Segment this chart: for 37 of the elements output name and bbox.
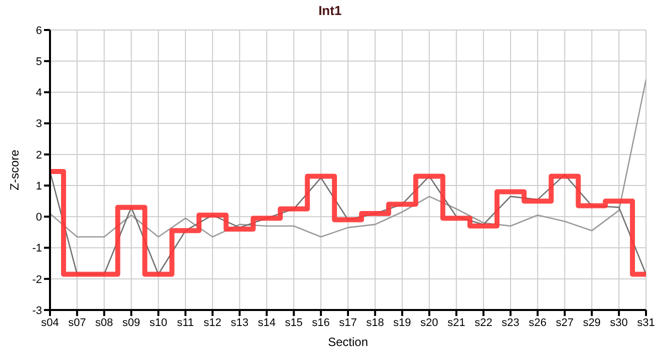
- y-tick-label: 3: [36, 118, 42, 130]
- x-axis-title: Section: [328, 335, 368, 349]
- y-tick-label: -1: [32, 242, 42, 255]
- y-axis-title: Z-score: [7, 149, 22, 190]
- line-series: [50, 79, 646, 238]
- chart-title: Int1: [317, 2, 343, 20]
- x-tick-label: s09: [122, 316, 140, 329]
- x-tick-label: s22: [474, 316, 492, 329]
- y-tick-label: 2: [36, 149, 42, 162]
- y-tick-label: 1: [36, 180, 42, 192]
- y-tick-label: -3: [32, 304, 42, 317]
- x-tick-label: s20: [420, 316, 438, 329]
- x-tick-label: s19: [393, 316, 412, 329]
- x-tick-label: s11: [176, 316, 194, 329]
- y-tick-label: 5: [36, 56, 42, 68]
- x-tick-label: s10: [149, 316, 168, 329]
- y-tick-label: 0: [36, 212, 42, 224]
- x-tick-label: s16: [312, 316, 330, 329]
- x-tick-label: s13: [230, 316, 249, 329]
- x-tick-label: s07: [68, 316, 86, 329]
- x-tick-label: s29: [582, 316, 601, 329]
- x-tick-label: s18: [366, 316, 384, 329]
- x-tick-label: s30: [610, 316, 628, 329]
- x-tick-label: s23: [502, 316, 520, 329]
- x-tick-label: s15: [284, 316, 303, 329]
- x-tick-label: s14: [258, 316, 276, 329]
- x-tick-label: s17: [339, 316, 357, 329]
- x-tick-label: s26: [528, 316, 547, 329]
- x-tick-label: s21: [447, 316, 466, 329]
- y-tick-label: 4: [36, 87, 42, 100]
- x-tick-label: s27: [556, 316, 574, 329]
- x-tick-label: s12: [204, 316, 222, 329]
- y-tick-label: 6: [36, 24, 42, 37]
- x-tick-label: s08: [95, 316, 114, 329]
- x-tick-label: s04: [41, 316, 59, 329]
- y-tick-label: -2: [32, 274, 42, 286]
- x-tick-label: s31: [637, 316, 655, 329]
